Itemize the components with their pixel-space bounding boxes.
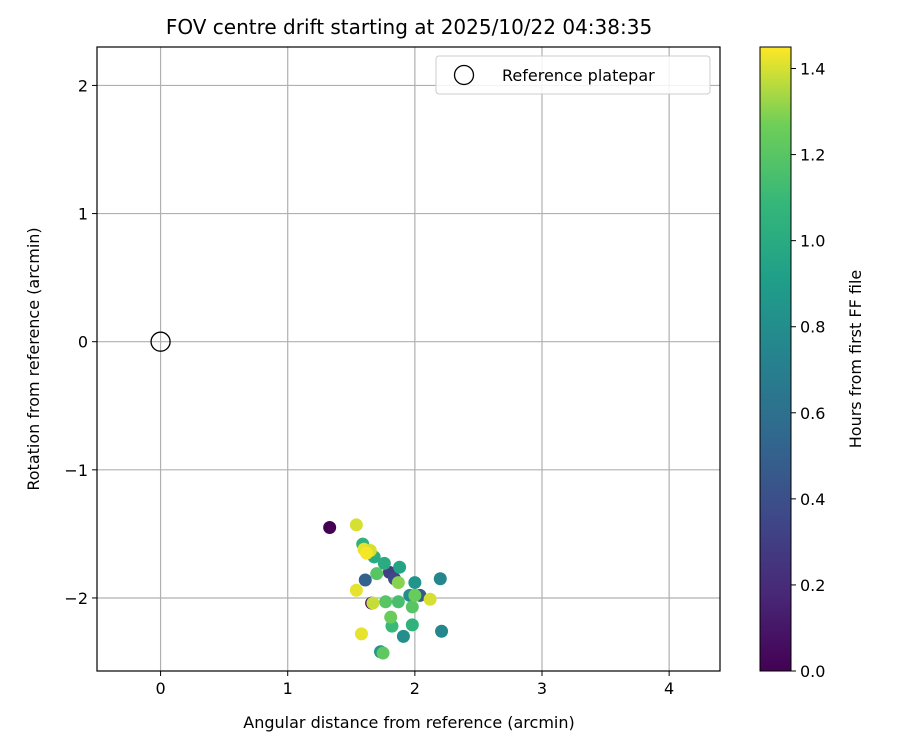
data-point <box>358 573 372 587</box>
colorbar: 0.0 0.2 0.4 0.6 0.8 1.0 1.2 1.4 Hours from firs… <box>759 46 865 681</box>
x-tick-label: 4 <box>664 679 674 698</box>
colorbar-tick-label: 1.0 <box>800 232 825 251</box>
legend-reference-icon <box>453 64 475 86</box>
y-tick-label: 1 <box>78 205 88 224</box>
colorbar-gradient <box>759 46 792 672</box>
colorbar-tick-label: 0.2 <box>800 576 825 595</box>
x-axis-ticks: 0 1 2 3 4 <box>155 671 674 698</box>
legend-label: Reference platepar <box>502 66 655 85</box>
x-tick-label: 0 <box>155 679 165 698</box>
data-point <box>433 572 447 586</box>
data-point <box>323 520 337 534</box>
x-tick-label: 1 <box>283 679 293 698</box>
data-point <box>370 567 384 581</box>
x-axis-label: Angular distance from reference (arcmin) <box>243 713 574 732</box>
data-point <box>354 627 368 641</box>
colorbar-tick-label: 0.6 <box>800 404 825 423</box>
data-points <box>323 518 449 660</box>
x-tick-label: 2 <box>410 679 420 698</box>
legend-box <box>435 55 711 95</box>
data-point <box>349 518 363 532</box>
colorbar-tick-label: 1.2 <box>800 146 825 165</box>
y-tick-label: 2 <box>78 76 88 95</box>
data-point <box>393 560 407 574</box>
data-point <box>408 588 422 602</box>
chart-title: FOV centre drift starting at 2025/10/22 … <box>166 15 652 39</box>
data-point <box>408 576 422 590</box>
reference-marker <box>150 331 171 352</box>
reference-marker-group <box>150 331 171 352</box>
y-axis-label: Rotation from reference (arcmin) <box>24 227 43 490</box>
data-point <box>435 624 449 638</box>
data-point <box>423 592 437 606</box>
data-point <box>360 546 374 560</box>
data-point <box>396 629 410 643</box>
data-point <box>376 646 390 660</box>
data-point <box>391 595 405 609</box>
colorbar-tick-label: 0.0 <box>800 662 825 681</box>
plot-frame <box>96 46 721 672</box>
y-axis-ticks: −2 −1 0 1 2 <box>64 76 97 608</box>
data-point <box>405 618 419 632</box>
data-point <box>405 600 419 614</box>
data-point <box>379 595 393 609</box>
legend: Reference platepar <box>435 55 711 95</box>
grid-lines <box>97 47 720 671</box>
colorbar-tick-label: 0.4 <box>800 490 825 509</box>
colorbar-tick-label: 1.4 <box>800 60 825 79</box>
data-point <box>349 583 363 597</box>
y-tick-label: −2 <box>64 589 88 608</box>
y-tick-label: 0 <box>78 333 88 352</box>
colorbar-ticks: 0.0 0.2 0.4 0.6 0.8 1.0 1.2 1.4 <box>791 60 825 681</box>
colorbar-tick-label: 0.8 <box>800 318 825 337</box>
colorbar-label: Hours from first FF file <box>846 270 865 449</box>
data-point <box>391 576 405 590</box>
data-point <box>366 596 380 610</box>
data-point <box>377 556 391 570</box>
x-tick-label: 3 <box>537 679 547 698</box>
y-tick-label: −1 <box>64 461 88 480</box>
data-point <box>384 610 398 624</box>
